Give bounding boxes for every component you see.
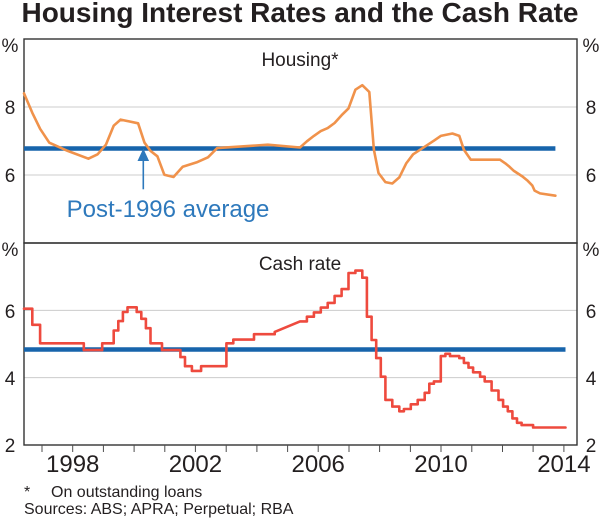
svg-text:*: *	[24, 484, 30, 501]
svg-text:2002: 2002	[169, 451, 222, 478]
svg-text:Housing*: Housing*	[261, 50, 339, 71]
svg-text:4: 4	[586, 369, 597, 390]
svg-text:%: %	[583, 36, 600, 57]
svg-text:6: 6	[586, 166, 597, 187]
svg-text:8: 8	[5, 98, 16, 119]
svg-text:8: 8	[586, 98, 597, 119]
svg-text:6: 6	[5, 166, 16, 187]
svg-text:2010: 2010	[414, 451, 467, 478]
svg-text:On outstanding loans: On outstanding loans	[51, 484, 202, 501]
svg-text:%: %	[2, 36, 19, 57]
svg-text:2006: 2006	[292, 451, 345, 478]
svg-text:6: 6	[5, 302, 16, 323]
svg-text:2: 2	[586, 436, 597, 457]
svg-text:Post-1996 average: Post-1996 average	[67, 196, 270, 223]
svg-text:%: %	[583, 240, 600, 261]
svg-text:Sources: ABS; APRA; Perpetual;: Sources: ABS; APRA; Perpetual; RBA	[24, 501, 294, 518]
svg-text:2: 2	[5, 436, 16, 457]
svg-text:2014: 2014	[537, 451, 590, 478]
svg-text:Cash rate: Cash rate	[259, 254, 341, 275]
svg-text:1998: 1998	[46, 451, 99, 478]
svg-text:4: 4	[5, 369, 16, 390]
svg-text:6: 6	[586, 302, 597, 323]
svg-text:%: %	[2, 240, 19, 261]
